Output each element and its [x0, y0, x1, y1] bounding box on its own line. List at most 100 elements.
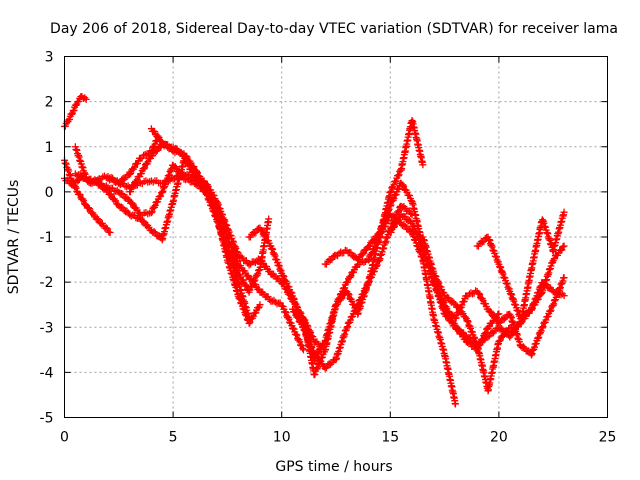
data-point-track-8 — [182, 152, 190, 160]
data-point-track-11 — [365, 255, 373, 263]
data-point-track-5 — [292, 330, 300, 338]
data-point-track-4 — [107, 191, 115, 199]
data-point-track-13 — [454, 325, 462, 333]
data-point-track-12 — [495, 310, 503, 318]
y-tick-label: 0 — [45, 185, 54, 201]
data-point-track-3 — [120, 175, 128, 183]
y-axis-label: SDTVAR / TECUs — [6, 180, 22, 295]
data-point-track-14 — [496, 336, 504, 344]
data-point-track-12 — [358, 251, 366, 259]
data-point-track-6 — [105, 176, 113, 184]
data-point-track-5 — [273, 300, 281, 308]
x-tick-label: 15 — [381, 430, 399, 446]
data-point-track-3 — [141, 150, 149, 158]
data-point-track-11 — [384, 216, 392, 224]
data-point-track-5 — [299, 344, 307, 352]
data-point-track-5 — [151, 201, 159, 209]
data-point-track-10 — [386, 189, 394, 197]
data-point-track-4 — [265, 215, 273, 223]
data-point-track-3 — [151, 140, 159, 148]
data-point-track-2 — [76, 191, 84, 199]
data-point-track-5 — [84, 176, 92, 184]
data-point-track-5 — [281, 308, 289, 316]
data-point-track-1 — [82, 95, 90, 103]
y-tick-label: -3 — [40, 320, 54, 336]
data-point-track-15 — [460, 297, 468, 305]
data-point-track-9 — [346, 316, 354, 324]
y-tick-label: -2 — [40, 275, 54, 291]
data-point-track-12 — [400, 182, 408, 190]
data-point-track-9 — [258, 227, 266, 235]
data-point-track-13 — [390, 223, 398, 231]
data-point-track-13 — [558, 246, 566, 254]
data-point-track-7 — [129, 183, 137, 191]
data-point-track-14 — [560, 208, 568, 216]
data-point-track-12 — [399, 181, 407, 189]
data-point-track-10 — [294, 313, 302, 321]
data-point-track-12 — [366, 242, 374, 250]
data-point-track-6 — [168, 174, 176, 182]
data-point-track-6 — [164, 177, 172, 185]
data-point-track-15 — [458, 301, 466, 309]
y-tick-label: -4 — [40, 365, 54, 381]
data-point-track-6 — [116, 181, 124, 189]
data-point-track-12 — [390, 194, 398, 202]
data-point-track-15 — [542, 316, 550, 324]
data-point-track-10 — [311, 355, 319, 363]
data-point-track-10 — [345, 291, 353, 299]
data-point-track-6 — [245, 261, 253, 269]
data-point-track-4 — [150, 228, 158, 236]
data-point-track-3 — [127, 169, 135, 177]
data-point-track-5 — [112, 187, 120, 195]
data-point-track-15 — [500, 315, 508, 323]
data-point-track-12 — [387, 201, 395, 209]
data-point-track-15 — [454, 309, 462, 317]
data-point-track-2 — [75, 190, 83, 198]
data-point-track-13 — [560, 242, 568, 250]
data-point-track-15 — [487, 308, 495, 316]
data-point-track-11 — [368, 249, 376, 257]
data-point-track-5 — [95, 181, 103, 189]
data-point-track-8 — [245, 319, 253, 327]
data-point-track-11 — [360, 258, 368, 266]
data-point-track-4 — [140, 218, 148, 226]
data-point-track-11 — [347, 272, 355, 280]
x-axis-label: GPS time / hours — [275, 459, 392, 475]
data-point-track-11 — [313, 365, 321, 373]
data-point-track-15 — [560, 274, 568, 282]
data-point-track-13 — [484, 333, 492, 341]
y-tick-label: 2 — [45, 95, 54, 111]
y-tick-label: -1 — [40, 230, 54, 246]
data-point-track-15 — [452, 314, 460, 322]
data-point-track-7 — [153, 146, 161, 154]
data-point-track-1 — [66, 115, 74, 123]
data-point-track-15 — [475, 289, 483, 297]
data-point-track-2 — [93, 215, 101, 223]
data-point-track-5 — [285, 315, 293, 323]
x-tick-label: 5 — [169, 430, 178, 446]
data-point-track-15 — [486, 307, 494, 315]
data-point-track-5 — [93, 179, 101, 187]
data-point-track-9 — [321, 364, 329, 372]
data-point-track-13 — [559, 243, 567, 251]
data-point-track-7 — [130, 182, 138, 190]
data-point-track-5 — [293, 331, 301, 339]
data-point-track-6 — [250, 258, 258, 266]
y-tick-label: 3 — [45, 50, 54, 66]
data-point-track-12 — [355, 255, 363, 263]
data-point-track-11 — [316, 357, 324, 365]
data-point-track-8 — [193, 169, 201, 177]
data-point-track-12 — [369, 237, 377, 245]
data-point-track-10 — [348, 297, 356, 305]
data-point-track-5 — [128, 199, 136, 207]
data-point-track-11 — [336, 294, 344, 302]
data-point-track-2 — [106, 228, 114, 236]
data-point-track-1 — [72, 101, 80, 109]
data-point-track-6 — [266, 267, 274, 275]
data-point-track-15 — [546, 307, 554, 315]
data-point-track-5 — [171, 163, 179, 171]
data-point-track-10 — [344, 289, 352, 297]
data-point-track-5 — [129, 200, 137, 208]
data-point-track-15 — [547, 306, 555, 314]
data-point-track-16 — [479, 238, 487, 246]
